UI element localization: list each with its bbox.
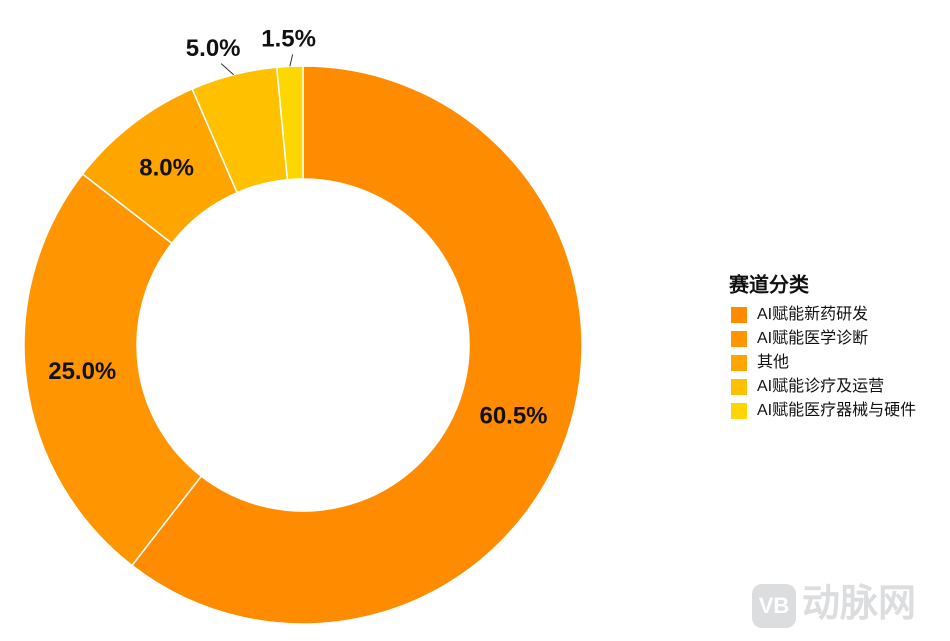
legend-title: 赛道分类 bbox=[728, 272, 809, 296]
leader-line bbox=[220, 63, 234, 76]
legend-swatch bbox=[731, 379, 747, 395]
legend-label: AI赋能医疗器械与硬件 bbox=[757, 401, 916, 419]
leader-line bbox=[289, 54, 294, 67]
donut-segment bbox=[275, 65, 304, 181]
watermark-text: 动脉网 bbox=[802, 583, 916, 625]
value-label: 5.0% bbox=[186, 35, 241, 62]
watermark-icon bbox=[752, 584, 796, 628]
value-label: 60.5% bbox=[479, 402, 547, 429]
legend-swatch bbox=[731, 307, 747, 323]
watermark: VB 动脉网 bbox=[752, 583, 916, 628]
value-label: 25.0% bbox=[48, 358, 116, 385]
watermark-icon-text: VB bbox=[759, 593, 790, 618]
legend-swatch bbox=[731, 355, 747, 371]
value-label: 8.0% bbox=[139, 155, 194, 182]
legend-label: AI赋能医学诊断 bbox=[757, 329, 868, 347]
legend-swatch bbox=[731, 403, 747, 419]
legend-label: AI赋能新药研发 bbox=[757, 305, 868, 323]
legend-label: AI赋能诊疗及运营 bbox=[757, 377, 884, 395]
legend-label: 其他 bbox=[757, 353, 789, 371]
legend-swatch bbox=[731, 331, 747, 347]
donut-segment bbox=[23, 172, 203, 567]
value-label: 1.5% bbox=[261, 26, 316, 53]
donut-segment bbox=[130, 65, 583, 625]
